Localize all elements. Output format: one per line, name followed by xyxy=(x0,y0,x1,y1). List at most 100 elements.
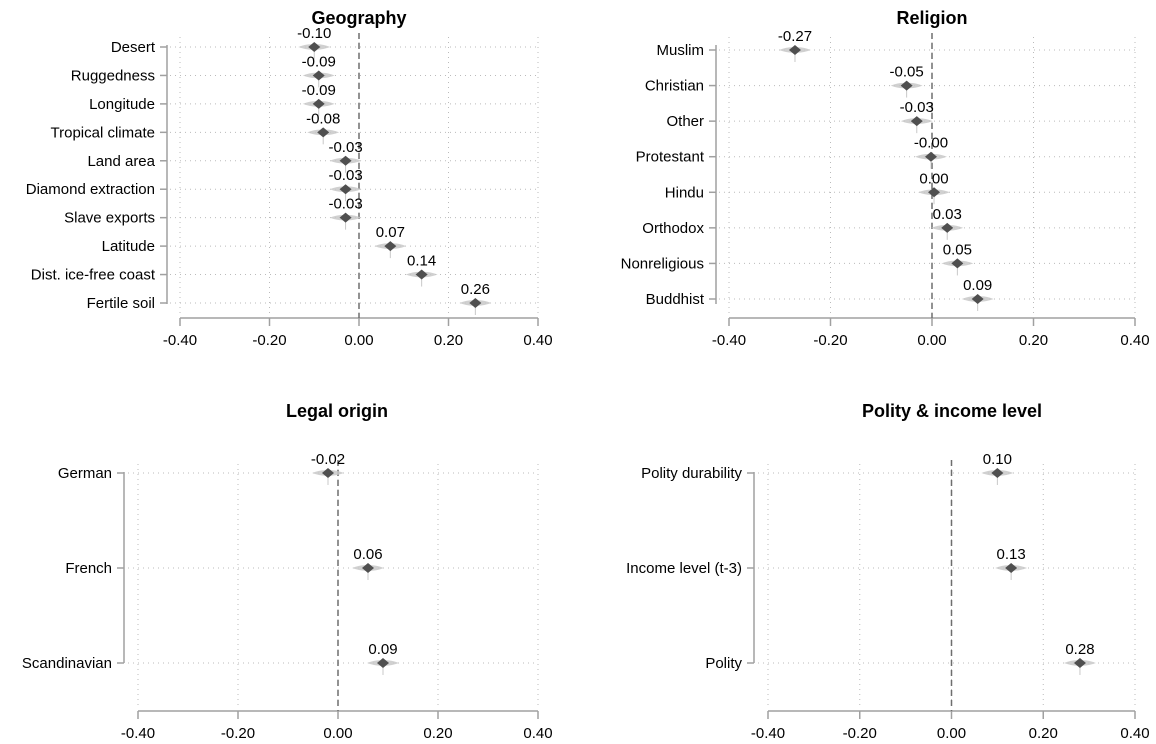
category-label: Income level (t-3) xyxy=(626,560,742,577)
estimate-value-label: 0.10 xyxy=(983,451,1012,468)
category-label: Latitude xyxy=(102,238,155,255)
estimate-point xyxy=(377,658,389,668)
panel-title: Geography xyxy=(311,8,406,28)
estimate-point xyxy=(951,258,964,269)
x-tick-label: -0.20 xyxy=(221,725,255,742)
x-tick-label: -0.20 xyxy=(252,332,286,349)
x-tick-label: -0.40 xyxy=(712,332,746,349)
estimate-point xyxy=(991,468,1004,478)
category-label: Fertile soil xyxy=(87,295,155,312)
estimate-point xyxy=(910,116,923,127)
estimate-value-label: -0.27 xyxy=(778,28,812,45)
category-label: Buddhist xyxy=(646,291,705,308)
estimate-point xyxy=(1073,658,1086,668)
estimate-point xyxy=(900,80,913,91)
estimate-value-label: -0.05 xyxy=(890,64,924,81)
category-label: German xyxy=(58,465,112,482)
estimate-point xyxy=(941,222,954,233)
category-label: Ruggedness xyxy=(71,67,155,84)
estimate-value-label: -0.03 xyxy=(328,196,362,213)
category-label: Other xyxy=(666,113,704,130)
category-label: French xyxy=(65,560,112,577)
estimate-value-label: 0.09 xyxy=(368,641,397,658)
panel-title: Religion xyxy=(897,8,968,28)
category-label: Slave exports xyxy=(64,210,155,227)
estimate-value-label: 0.28 xyxy=(1065,641,1094,658)
category-label: Nonreligious xyxy=(621,255,704,272)
category-label: Land area xyxy=(87,153,155,170)
estimate-value-label: 0.07 xyxy=(376,224,405,241)
estimate-point xyxy=(362,563,374,573)
estimate-value-label: -0.03 xyxy=(900,99,934,116)
category-label: Muslim xyxy=(657,42,705,59)
x-tick-label: 0.40 xyxy=(1120,332,1149,349)
x-tick-label: -0.40 xyxy=(121,725,155,742)
panel-geography: Desert Ruggedness Longitude Tropical climat… xyxy=(26,8,553,349)
estimate-value-label: 0.26 xyxy=(461,281,490,298)
x-tick-label: 0.40 xyxy=(1120,725,1149,742)
estimate-value-label: 0.06 xyxy=(353,546,382,563)
estimate-value-label: -0.02 xyxy=(311,451,345,468)
category-label: Christian xyxy=(645,78,704,95)
estimate-point xyxy=(384,241,397,252)
estimate-value-label: -0.08 xyxy=(306,110,340,127)
category-label: Scandinavian xyxy=(22,655,112,672)
panel-title: Legal origin xyxy=(286,401,388,421)
x-tick-label: 0.20 xyxy=(434,332,463,349)
estimate-point xyxy=(312,70,325,81)
x-tick-label: -0.40 xyxy=(163,332,197,349)
estimate-point xyxy=(308,42,321,52)
estimate-value-label: 0.03 xyxy=(933,206,962,223)
estimate-point xyxy=(971,294,984,304)
category-label: Desert xyxy=(111,39,156,56)
estimate-value-label: 0.00 xyxy=(919,170,948,187)
estimate-value-label: -0.00 xyxy=(914,135,948,152)
estimate-value-label: 0.13 xyxy=(997,546,1026,563)
panel-religion: Muslim Christian Other Protestant Hindu Ortho… xyxy=(621,8,1150,349)
x-tick-label: 0.00 xyxy=(344,332,373,349)
x-tick-label: 0.00 xyxy=(937,725,966,742)
x-tick-label: 0.00 xyxy=(323,725,352,742)
panel-polity-income: Polity durability Income level (t-3) Polit… xyxy=(626,401,1149,742)
estimate-value-label: -0.10 xyxy=(297,25,331,42)
estimate-point xyxy=(339,155,352,166)
panel-title: Polity & income level xyxy=(862,401,1042,421)
x-tick-label: -0.20 xyxy=(813,332,847,349)
panel-legal-origin: German French Scandinavian -0.40 -0.20 0.00 0.… xyxy=(22,401,553,742)
x-tick-label: 0.20 xyxy=(1029,725,1058,742)
category-label: Orthodox xyxy=(642,220,704,237)
estimate-value-label: -0.09 xyxy=(302,82,336,99)
x-tick-label: 0.40 xyxy=(523,725,552,742)
estimate-point xyxy=(312,98,325,109)
x-tick-label: 0.00 xyxy=(917,332,946,349)
category-label: Polity durability xyxy=(641,465,742,482)
estimate-point xyxy=(415,269,428,280)
category-label: Dist. ice-free coast xyxy=(31,267,156,284)
estimate-point xyxy=(322,468,334,478)
estimate-value-label: -0.03 xyxy=(328,139,362,156)
estimate-point xyxy=(339,184,352,195)
estimate-point xyxy=(469,298,482,308)
estimate-point xyxy=(317,127,330,138)
estimate-point xyxy=(1005,563,1018,573)
x-tick-label: 0.20 xyxy=(423,725,452,742)
estimate-point xyxy=(928,187,941,198)
estimate-value-label: 0.05 xyxy=(943,241,972,258)
category-label: Polity xyxy=(705,655,742,672)
category-label: Longitude xyxy=(89,96,155,113)
estimate-value-label: 0.09 xyxy=(963,277,992,294)
estimate-value-label: -0.03 xyxy=(328,167,362,184)
estimate-point xyxy=(924,151,937,162)
category-label: Diamond extraction xyxy=(26,181,155,198)
x-tick-label: 0.40 xyxy=(523,332,552,349)
category-label: Hindu xyxy=(665,184,704,201)
category-label: Tropical climate xyxy=(51,124,155,141)
estimate-value-label: 0.14 xyxy=(407,253,436,270)
x-tick-label: 0.20 xyxy=(1019,332,1048,349)
estimate-point xyxy=(339,212,352,223)
x-tick-label: -0.20 xyxy=(843,725,877,742)
estimate-point xyxy=(788,45,801,55)
x-tick-label: -0.40 xyxy=(751,725,785,742)
estimate-value-label: -0.09 xyxy=(302,53,336,70)
